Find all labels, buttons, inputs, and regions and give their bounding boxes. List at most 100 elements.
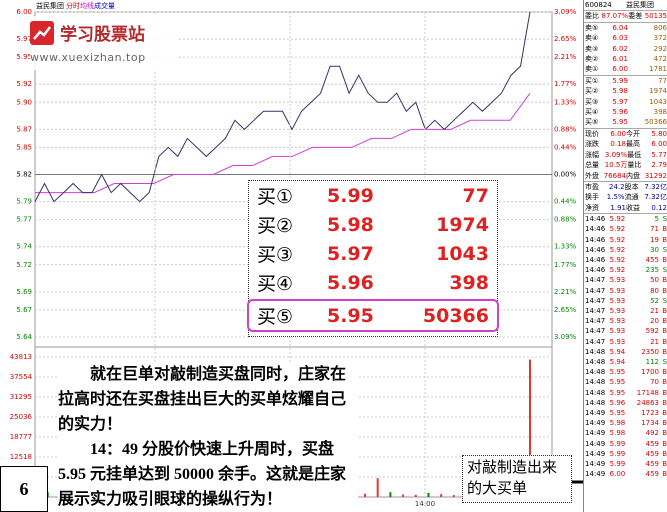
stat-row-cell: 现价 bbox=[585, 129, 599, 138]
tick-row: 14:47 5.93 592 B bbox=[584, 326, 667, 336]
tick-side: S bbox=[662, 357, 667, 366]
y-tick-label: 5.92 bbox=[16, 80, 32, 88]
fund-row-cell: 1.91 bbox=[610, 203, 626, 212]
level: 卖② bbox=[585, 55, 599, 64]
tick-price: 5.99 bbox=[609, 460, 626, 468]
tick-volume: 492 bbox=[645, 429, 660, 438]
tick-time: 14:47 bbox=[585, 286, 606, 295]
stat-row: 涨跌 0.18 最高 6.00 bbox=[584, 139, 667, 149]
tick-side: B bbox=[662, 255, 667, 264]
tick-price: 5.95 bbox=[609, 378, 626, 387]
tick-volume: 5 bbox=[654, 215, 660, 224]
tab[interactable]: 分时 bbox=[66, 1, 80, 10]
volume: 372 bbox=[653, 34, 667, 43]
figure-number: 6 bbox=[0, 466, 48, 512]
stat-row-cell: 31292 bbox=[644, 171, 667, 180]
tick-side: B bbox=[662, 225, 667, 234]
fund-row-cell: 股本 bbox=[624, 182, 639, 191]
tick-volume: 112 bbox=[645, 357, 660, 366]
y-tick-label: 37554 bbox=[10, 373, 33, 381]
pct-label: 2.21% bbox=[554, 288, 577, 296]
logo-icon bbox=[30, 20, 54, 45]
order-price: 5.96 bbox=[327, 271, 374, 294]
fund-row-cell: 净资 bbox=[585, 203, 599, 212]
y-tick-label: 12518 bbox=[10, 453, 32, 461]
ratio-row-cell: 委差 bbox=[628, 12, 643, 21]
buy-row: 买① 5.99 77 bbox=[584, 74, 667, 86]
tick-price: 5.93 bbox=[609, 327, 626, 336]
tick-price: 5.99 bbox=[609, 439, 626, 448]
stat-row-cell: 外盘 bbox=[585, 171, 599, 180]
stat-row-cell: 最低 bbox=[627, 150, 642, 159]
price: 5.98 bbox=[612, 87, 628, 96]
tick-price: 5.95 bbox=[609, 368, 626, 377]
fund-row: 换手 1.5% 流通 7.32亿 bbox=[584, 192, 667, 202]
order-row: 买② 5.98 1974 bbox=[249, 210, 497, 239]
tick-row: 14:48 5.94 112 S bbox=[584, 357, 667, 367]
order-price: 5.95 bbox=[327, 304, 374, 327]
tick-price: 5.92 bbox=[609, 245, 626, 254]
pct-label: 2.65% bbox=[554, 35, 577, 43]
tick-time: 14:46 bbox=[585, 255, 606, 264]
tick-price: 5.92 bbox=[609, 266, 626, 275]
tab[interactable]: 成交量 bbox=[94, 1, 115, 10]
stat-row: 现价 6.00 今开 5.80 bbox=[584, 127, 667, 139]
order-label: 买② bbox=[257, 215, 294, 237]
tick-time: 14:49 bbox=[585, 439, 606, 448]
y-tick-label: 43813 bbox=[10, 353, 32, 361]
tick-volume: 30 bbox=[650, 245, 660, 254]
tick-volume: 459 bbox=[645, 439, 660, 448]
order-volume: 398 bbox=[449, 271, 489, 294]
y-tick-label: 5.74 bbox=[16, 243, 32, 251]
tick-time: 14:46 bbox=[585, 215, 606, 224]
tick-side: B bbox=[662, 276, 667, 285]
tick-price: 5.94 bbox=[609, 347, 626, 356]
tick-side: B bbox=[662, 317, 667, 326]
tick-side: S bbox=[662, 215, 667, 224]
tick-row: 14:46 5.92 235 S bbox=[584, 265, 667, 275]
y-tick-label: 5.97 bbox=[16, 35, 32, 43]
y-tick-label: 5.82 bbox=[16, 171, 32, 179]
price: 6.04 bbox=[612, 23, 628, 32]
tick-time: 14:46 bbox=[585, 266, 606, 275]
tick-volume: 24863 bbox=[636, 398, 660, 407]
tick-row: 14:46 5.92 30 S bbox=[584, 245, 667, 255]
ratio-row-cell: 委比 bbox=[585, 12, 599, 21]
tick-volume: 20 bbox=[650, 317, 660, 326]
price-line bbox=[34, 11, 531, 203]
tick-price: 5.98 bbox=[609, 419, 626, 428]
stat-row-cell: 涨幅 bbox=[585, 150, 599, 159]
tick-row: 14:49 5.98 1734 B bbox=[584, 418, 667, 428]
price: 6.02 bbox=[612, 44, 628, 53]
y-tick-label: 5.67 bbox=[16, 306, 32, 314]
tick-row: 14:48 5.95 17148 B bbox=[584, 388, 667, 398]
price: 5.96 bbox=[612, 108, 628, 117]
level: 卖⑤ bbox=[585, 23, 599, 32]
pct-label: 0.88% bbox=[554, 216, 577, 224]
order-volume: 1043 bbox=[436, 242, 489, 265]
tick-price: 5.93 bbox=[609, 317, 626, 326]
tick-side: B bbox=[662, 408, 667, 417]
volume: 1043 bbox=[649, 97, 667, 106]
tick-volume: 1700 bbox=[641, 368, 660, 377]
stat-row-cell: 内盘 bbox=[626, 171, 640, 180]
tick-volume: 70 bbox=[650, 378, 660, 387]
tab[interactable]: 均线 bbox=[80, 1, 94, 10]
tick-volume: 459 bbox=[645, 470, 660, 479]
tick-row: 14:47 5.93 50 B bbox=[584, 275, 667, 285]
tick-price: 5.93 bbox=[609, 306, 626, 315]
y-tick-label: 5.64 bbox=[16, 333, 32, 341]
order-overlay: 买① 5.99 77 买② 5.98 1974 买③ 5.97 1043 买④ 5.96 398 买⑤ 5… bbox=[247, 180, 499, 337]
order-label: 买④ bbox=[257, 273, 294, 295]
stat-row-cell: 76684 bbox=[603, 171, 626, 180]
stat-row-cell: 量比 bbox=[627, 161, 642, 170]
tick-side: B bbox=[662, 368, 667, 377]
tick-time: 14:46 bbox=[585, 235, 606, 244]
volume: 806 bbox=[653, 23, 667, 32]
tick-row: 14:46 5.92 19 B bbox=[584, 235, 667, 245]
y-tick-label: 6.00 bbox=[16, 8, 32, 16]
quote-panel: 600824 益民集团 委比 87.07% 委差 50135 卖⑤ 6.04 806 卖④ 6.03… bbox=[583, 0, 667, 512]
order-volume: 1974 bbox=[436, 213, 489, 236]
tick-side: B bbox=[662, 398, 667, 407]
quote-header: 600824 益民集团 bbox=[584, 0, 667, 10]
